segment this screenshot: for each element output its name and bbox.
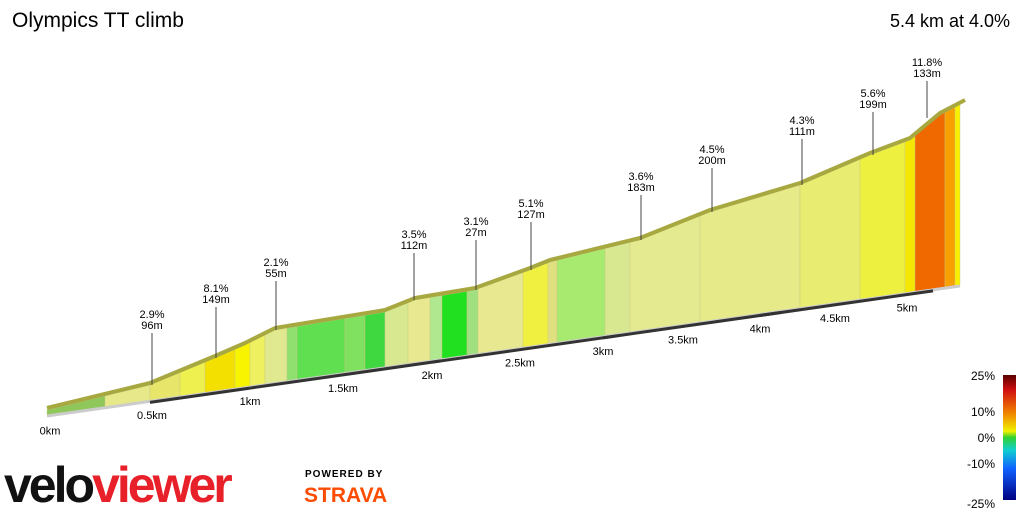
distance-label: 1.5km — [328, 383, 358, 395]
annotation-grade: 2.9% — [139, 309, 164, 321]
profile-segment — [429, 295, 443, 361]
annotation-grade: 4.5% — [699, 144, 724, 156]
profile — [46, 98, 966, 418]
profile-segment — [954, 104, 961, 286]
distance-label: 0.5km — [137, 410, 167, 422]
annotation-length: 149m — [202, 294, 230, 306]
profile-segment — [296, 318, 346, 380]
logo: veloviewer — [4, 457, 232, 512]
legend-label: -25% — [967, 497, 995, 511]
profile-segment — [234, 342, 251, 389]
annotation-length: 183m — [627, 182, 655, 194]
profile-segment — [407, 297, 431, 364]
profile-segment — [344, 315, 366, 373]
profile-segment — [944, 106, 956, 288]
legend-label: 0% — [978, 431, 996, 445]
km-band — [149, 386, 251, 404]
profile-segment — [364, 311, 386, 370]
annotation-length: 200m — [698, 155, 726, 167]
km-band — [249, 359, 442, 390]
km-band — [759, 289, 934, 317]
annotation-grade: 11.8% — [912, 57, 943, 69]
profile-segment — [441, 291, 468, 359]
legend-bar — [1003, 375, 1016, 500]
annotation-grade: 3.1% — [463, 216, 488, 228]
annotation-grade: 4.3% — [789, 115, 814, 127]
distance-label: 4km — [750, 323, 771, 335]
distance-label: 2.5km — [505, 358, 535, 370]
title: Olympics TT climb — [12, 9, 184, 32]
profile-segment — [859, 141, 906, 300]
profile-edge — [46, 98, 966, 410]
profile-segment — [286, 326, 298, 382]
km-band — [431, 334, 619, 364]
annotation-grade: 3.6% — [628, 171, 653, 183]
legend-label: 10% — [971, 405, 995, 419]
profile-segment — [384, 302, 409, 368]
profile-segment — [264, 327, 288, 385]
distance-label: 3km — [593, 346, 614, 358]
km-band — [602, 311, 782, 340]
annotation-length: 199m — [859, 99, 887, 111]
partner: STRAVA — [304, 484, 387, 507]
annotation-length: 55m — [265, 268, 286, 280]
annotation-length: 96m — [141, 320, 162, 332]
summary: 5.4 km at 4.0% — [890, 11, 1010, 31]
labels: 0km 0.5km 1km 1.5km 2km 2.5km 3km 3.5km 4km 4.5km… — [40, 57, 996, 511]
profile-segment — [914, 112, 946, 292]
annotation-grade: 5.1% — [518, 198, 543, 210]
legend-label: 25% — [971, 369, 995, 383]
distance-label: 4.5km — [820, 313, 850, 325]
distance-label: 0km — [40, 426, 61, 438]
profile-segment — [522, 262, 549, 348]
powered-by: POWERED BY — [305, 469, 383, 480]
distance-label: 5km — [897, 303, 918, 315]
distance-label: 2km — [422, 370, 443, 382]
distance-label: 3.5km — [668, 334, 698, 346]
annotation-length: 127m — [517, 209, 545, 221]
annotation-grade: 8.1% — [203, 283, 228, 295]
profile-segment — [249, 334, 266, 387]
legend-label: -10% — [967, 457, 995, 471]
distance-label: 1km — [240, 396, 261, 408]
profile-segment — [799, 158, 861, 309]
annotation-length: 27m — [465, 227, 486, 239]
profile-segment — [904, 135, 916, 294]
profile-segment — [556, 248, 606, 343]
profile-segment — [699, 184, 801, 323]
annotation-length: 112m — [401, 240, 428, 252]
annotation-grade: 5.6% — [860, 88, 885, 100]
logo-part: velo — [4, 457, 94, 512]
annotation-length: 111m — [789, 126, 815, 138]
annotation-grade: 3.5% — [401, 229, 426, 241]
annotation-length: 133m — [913, 68, 941, 80]
profile-segment — [547, 260, 558, 344]
profile-segment — [466, 288, 479, 356]
profile-segment — [604, 242, 631, 336]
annotation-grade: 2.1% — [263, 257, 288, 269]
logo-part: viewer — [92, 457, 232, 512]
